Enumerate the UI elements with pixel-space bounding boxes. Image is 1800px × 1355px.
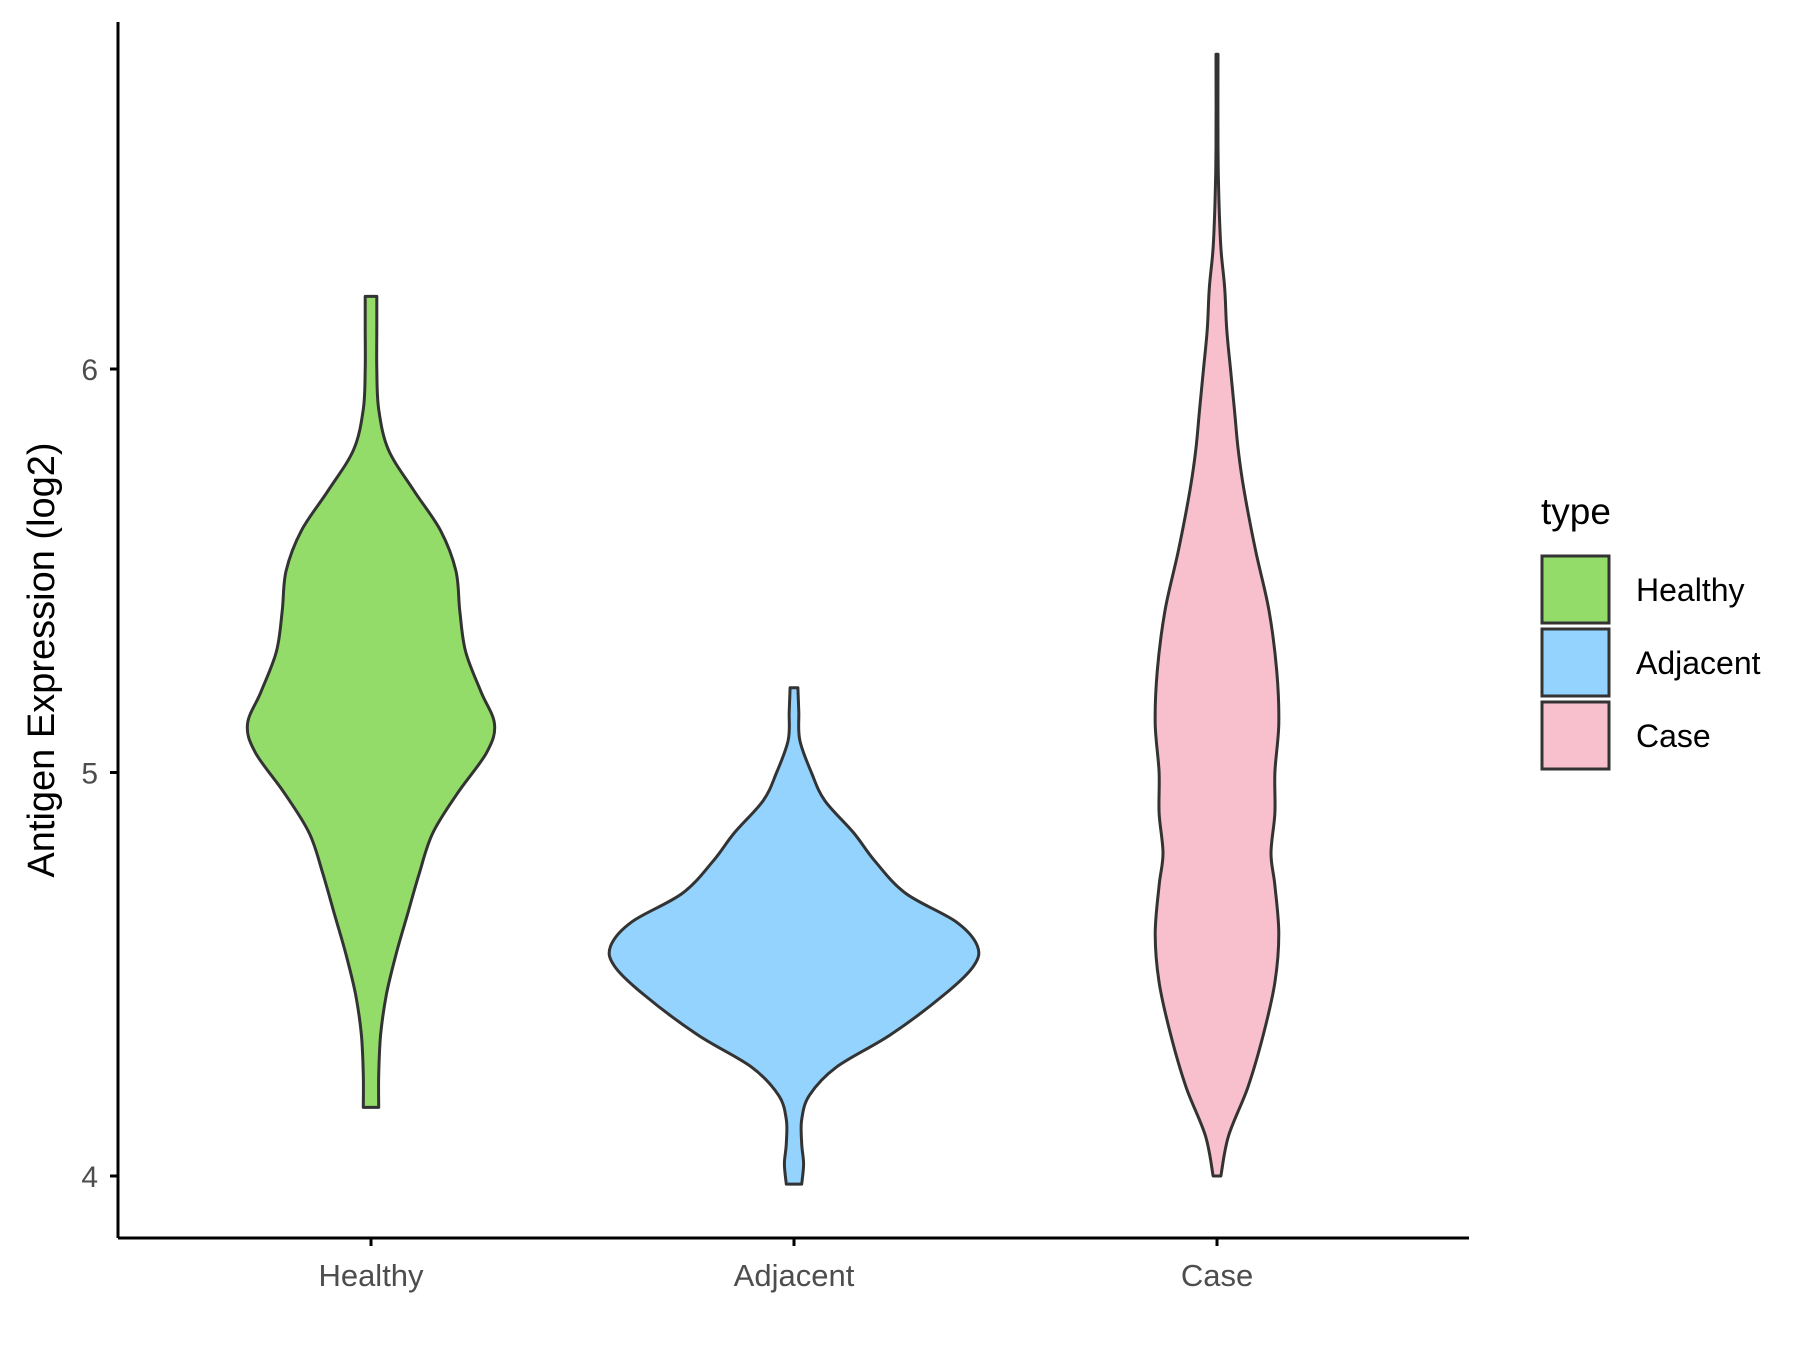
x-tick-label: Adjacent bbox=[734, 1258, 855, 1293]
y-axis-label: Antigen Expression (log2) bbox=[21, 442, 63, 877]
legend-entries: Healthy Adjacent Case bbox=[1540, 554, 1761, 771]
legend-swatch-adjacent bbox=[1540, 627, 1611, 698]
violins-layer bbox=[245, 52, 1281, 1186]
y-ticks: 4 5 6 bbox=[81, 354, 118, 1194]
x-tick-label: Healthy bbox=[318, 1258, 424, 1293]
legend: type Healthy Adjacent Case bbox=[1540, 491, 1761, 771]
y-tick-label: 5 bbox=[81, 758, 98, 791]
legend-swatch-healthy bbox=[1540, 554, 1611, 625]
axes-layer: 4 5 6 Healthy Adjacent Case Antigen Expressi… bbox=[21, 22, 1469, 1293]
x-ticks: Healthy Adjacent Case bbox=[318, 1238, 1253, 1293]
legend-swatch-case bbox=[1540, 700, 1611, 771]
legend-label-case: Case bbox=[1636, 718, 1711, 754]
violin-case bbox=[1153, 52, 1281, 1178]
violin-healthy bbox=[245, 294, 497, 1109]
x-tick-label: Case bbox=[1181, 1258, 1253, 1293]
legend-label-healthy: Healthy bbox=[1636, 572, 1745, 608]
violin-adjacent bbox=[607, 686, 981, 1186]
y-tick-label: 4 bbox=[81, 1161, 98, 1194]
legend-label-adjacent: Adjacent bbox=[1636, 645, 1761, 681]
y-tick-label: 6 bbox=[81, 354, 98, 387]
legend-title: type bbox=[1541, 491, 1611, 532]
